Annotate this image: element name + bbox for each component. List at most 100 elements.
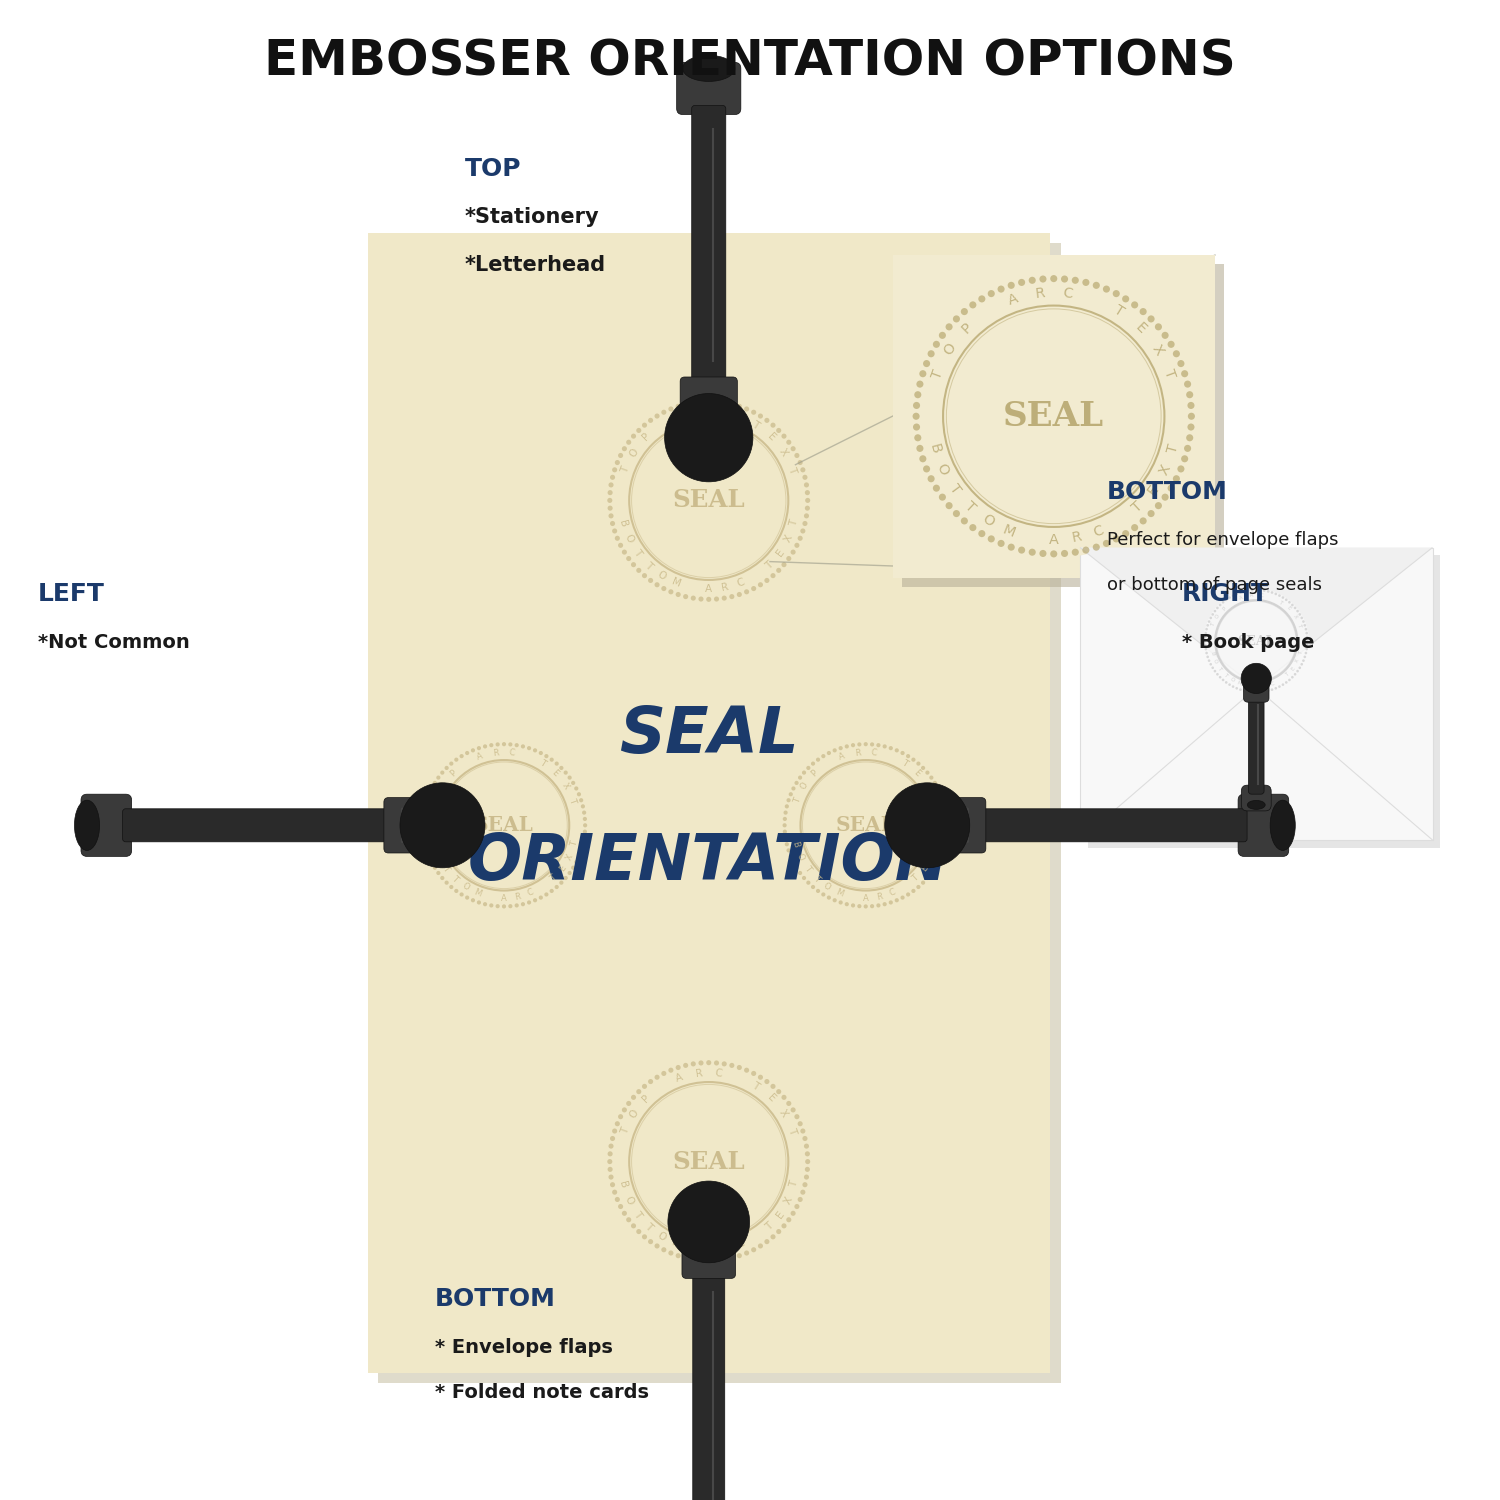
Circle shape <box>1186 392 1192 399</box>
Circle shape <box>1216 674 1218 675</box>
Circle shape <box>427 792 430 796</box>
Circle shape <box>783 824 786 828</box>
FancyBboxPatch shape <box>892 255 1215 578</box>
Circle shape <box>1278 686 1281 688</box>
Circle shape <box>580 804 585 808</box>
Text: X: X <box>1156 462 1173 477</box>
Circle shape <box>422 818 424 821</box>
Circle shape <box>699 1060 703 1065</box>
Circle shape <box>782 562 786 567</box>
Circle shape <box>1305 651 1306 654</box>
Circle shape <box>400 783 484 868</box>
Circle shape <box>1268 690 1269 692</box>
Circle shape <box>612 1190 616 1194</box>
Text: T: T <box>1112 303 1126 320</box>
Circle shape <box>632 562 636 567</box>
Circle shape <box>839 746 843 750</box>
Circle shape <box>806 1152 810 1156</box>
Circle shape <box>1294 606 1296 609</box>
Circle shape <box>489 903 494 908</box>
Circle shape <box>615 536 620 542</box>
Circle shape <box>900 752 904 754</box>
Circle shape <box>612 528 616 534</box>
Text: P: P <box>958 321 975 336</box>
Text: T: T <box>620 1126 632 1136</box>
Circle shape <box>786 798 790 802</box>
Text: C: C <box>888 888 897 898</box>
Circle shape <box>1263 590 1266 592</box>
Circle shape <box>606 1059 810 1263</box>
Circle shape <box>636 568 642 573</box>
Circle shape <box>870 904 874 909</box>
Circle shape <box>729 402 735 406</box>
Text: O: O <box>1212 658 1218 664</box>
Circle shape <box>1184 381 1191 387</box>
Circle shape <box>1286 598 1287 602</box>
Circle shape <box>1122 530 1130 537</box>
Circle shape <box>699 399 703 405</box>
Text: T: T <box>1298 651 1304 656</box>
Text: EMBOSSER ORIENTATION OPTIONS: EMBOSSER ORIENTATION OPTIONS <box>264 38 1236 86</box>
Circle shape <box>1209 616 1212 620</box>
Circle shape <box>632 433 636 438</box>
Circle shape <box>821 754 825 758</box>
Circle shape <box>1263 690 1266 693</box>
Circle shape <box>424 798 429 802</box>
Text: SEAL: SEAL <box>836 816 896 836</box>
Circle shape <box>615 1197 620 1202</box>
Circle shape <box>795 453 800 458</box>
Circle shape <box>922 465 930 472</box>
Circle shape <box>632 1095 636 1100</box>
Circle shape <box>912 758 915 762</box>
Circle shape <box>1306 636 1308 639</box>
FancyBboxPatch shape <box>123 808 392 842</box>
Text: *Stationery: *Stationery <box>465 207 600 226</box>
Circle shape <box>429 859 433 864</box>
Circle shape <box>765 1239 770 1244</box>
Circle shape <box>427 855 430 858</box>
Circle shape <box>736 1065 742 1070</box>
Circle shape <box>729 594 735 598</box>
Circle shape <box>786 440 792 446</box>
Circle shape <box>1226 681 1227 684</box>
Text: T: T <box>900 759 909 768</box>
Circle shape <box>939 494 946 501</box>
Text: T: T <box>789 519 800 528</box>
Text: X: X <box>777 1108 789 1119</box>
Circle shape <box>1270 591 1274 594</box>
Text: B: B <box>790 840 801 848</box>
Text: A: A <box>501 894 507 903</box>
Text: O: O <box>460 882 471 892</box>
Circle shape <box>1208 620 1210 622</box>
Circle shape <box>786 556 792 561</box>
Circle shape <box>1155 503 1162 509</box>
Circle shape <box>798 536 802 542</box>
Circle shape <box>1288 602 1290 603</box>
Text: X: X <box>564 852 574 861</box>
Text: T: T <box>549 873 558 883</box>
Circle shape <box>1148 315 1155 322</box>
Text: X: X <box>777 447 789 458</box>
Circle shape <box>729 1064 735 1068</box>
Text: C: C <box>736 578 747 590</box>
Circle shape <box>792 859 795 864</box>
Circle shape <box>927 350 934 357</box>
Circle shape <box>567 871 572 874</box>
Text: R: R <box>492 748 500 758</box>
Circle shape <box>1302 660 1305 662</box>
Circle shape <box>1305 632 1308 634</box>
Circle shape <box>1216 606 1218 609</box>
Circle shape <box>626 1101 632 1106</box>
Circle shape <box>744 1068 748 1072</box>
Circle shape <box>1300 616 1304 620</box>
Text: T: T <box>962 498 978 514</box>
Circle shape <box>930 776 933 780</box>
Circle shape <box>926 771 930 774</box>
Circle shape <box>912 890 915 892</box>
Circle shape <box>952 315 960 322</box>
Circle shape <box>758 414 764 419</box>
Circle shape <box>807 766 810 770</box>
Text: R: R <box>853 748 861 758</box>
FancyBboxPatch shape <box>1088 555 1440 848</box>
Circle shape <box>477 746 482 750</box>
